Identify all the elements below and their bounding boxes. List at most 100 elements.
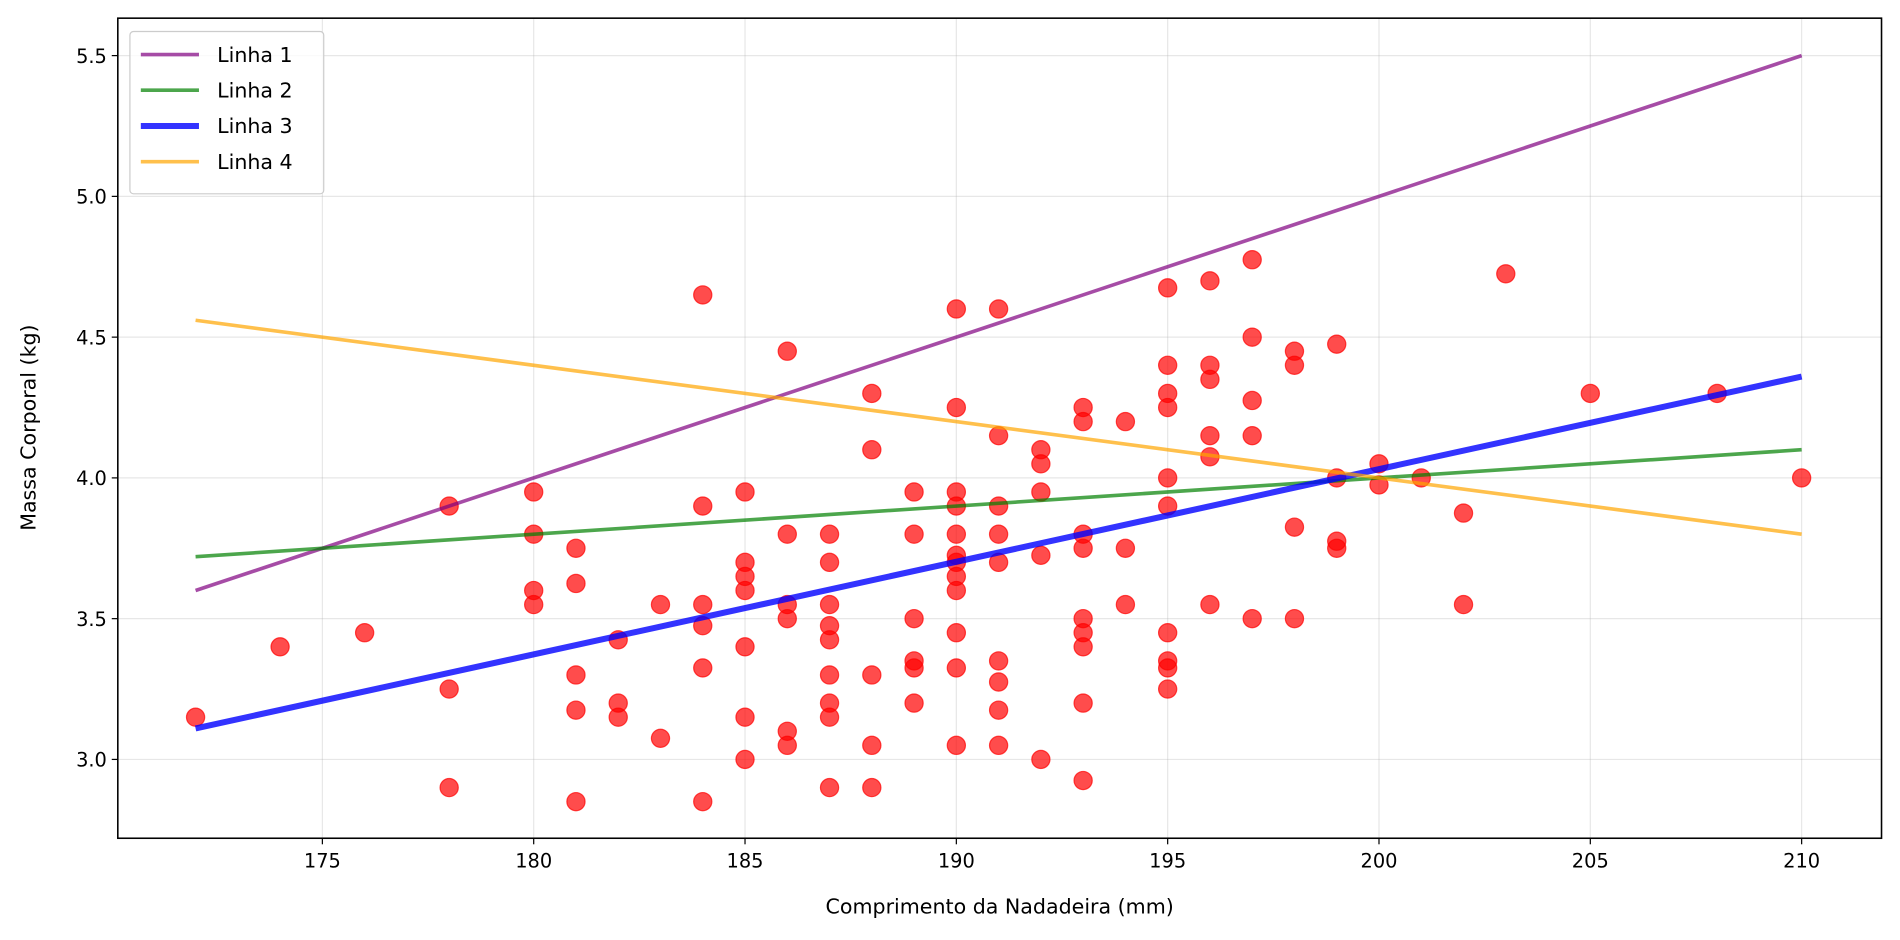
data-point bbox=[1157, 278, 1178, 298]
data-point bbox=[1242, 390, 1262, 411]
data-point bbox=[566, 791, 586, 812]
data-point bbox=[1369, 475, 1389, 495]
data-point bbox=[819, 630, 840, 650]
y-axis-label: Massa Corporal (kg) bbox=[16, 324, 40, 530]
x-tick-label: 180 bbox=[515, 849, 552, 872]
data-point bbox=[735, 580, 755, 601]
y-tick-label: 4.5 bbox=[76, 326, 107, 349]
data-point bbox=[650, 728, 671, 748]
data-point bbox=[946, 658, 967, 678]
data-point bbox=[1073, 538, 1093, 558]
data-point bbox=[1031, 749, 1051, 770]
data-point bbox=[1115, 538, 1136, 558]
legend-label: Linha 2 bbox=[217, 79, 293, 103]
legend-label: Linha 3 bbox=[217, 114, 293, 138]
data-point bbox=[819, 594, 840, 615]
plot-frame bbox=[117, 17, 1883, 840]
data-point bbox=[1200, 369, 1220, 390]
data-point bbox=[1284, 355, 1305, 375]
legend-label: Linha 4 bbox=[217, 150, 293, 174]
data-point bbox=[988, 672, 1009, 692]
series-line bbox=[194, 373, 1803, 732]
x-tick-label: 205 bbox=[1572, 849, 1609, 872]
data-point bbox=[1031, 454, 1051, 474]
data-point bbox=[819, 552, 840, 573]
data-point bbox=[777, 341, 797, 361]
data-point bbox=[1453, 503, 1474, 523]
data-point bbox=[777, 735, 797, 756]
data-point bbox=[819, 707, 840, 727]
data-point bbox=[1791, 468, 1812, 488]
data-point bbox=[693, 658, 713, 678]
data-point bbox=[1073, 411, 1093, 432]
legend-box bbox=[129, 30, 325, 195]
data-point bbox=[1115, 594, 1136, 615]
data-point bbox=[1327, 334, 1347, 354]
data-point bbox=[270, 637, 290, 657]
data-point bbox=[693, 791, 713, 812]
data-point bbox=[354, 623, 375, 643]
data-point bbox=[904, 658, 924, 678]
data-point bbox=[946, 623, 967, 643]
data-point bbox=[1200, 271, 1220, 291]
legend: Linha 1 Linha 2 Linha 3 Linha 4 bbox=[129, 30, 325, 195]
data-point bbox=[1157, 679, 1178, 699]
data-point bbox=[1073, 637, 1093, 657]
axis-ticks: 175 180 185 190 195 200 205 210 3.0 3.5 4.0 4.5 5.0 5… bbox=[76, 45, 1820, 872]
data-point bbox=[735, 749, 755, 770]
data-point bbox=[1453, 594, 1474, 615]
data-point bbox=[650, 594, 671, 615]
data-point bbox=[1200, 594, 1220, 615]
data-point bbox=[1031, 545, 1051, 566]
regression-lines bbox=[194, 53, 1803, 732]
data-point bbox=[904, 693, 924, 713]
data-point bbox=[946, 524, 967, 544]
x-tick-label: 185 bbox=[727, 849, 764, 872]
data-point bbox=[566, 665, 586, 685]
data-point bbox=[946, 397, 967, 418]
x-tick-label: 190 bbox=[938, 849, 975, 872]
data-point bbox=[1327, 538, 1347, 558]
data-point bbox=[862, 440, 882, 460]
y-tick-label: 5.0 bbox=[76, 186, 107, 209]
data-point bbox=[1284, 608, 1305, 629]
data-point bbox=[1157, 468, 1178, 488]
data-point bbox=[988, 524, 1009, 544]
data-point bbox=[1157, 397, 1178, 418]
data-point bbox=[988, 700, 1009, 720]
data-point bbox=[439, 777, 459, 798]
data-point bbox=[1580, 383, 1601, 404]
grid bbox=[117, 18, 1882, 839]
data-point bbox=[566, 700, 586, 720]
x-axis-label: Comprimento da Nadadeira (mm) bbox=[826, 894, 1174, 918]
data-point bbox=[946, 299, 967, 319]
y-tick-label: 3.0 bbox=[76, 749, 107, 772]
data-point bbox=[946, 735, 967, 756]
data-point bbox=[777, 524, 797, 544]
scatter-points bbox=[185, 250, 1812, 812]
data-point bbox=[1115, 411, 1136, 432]
data-point bbox=[946, 580, 967, 601]
y-tick-label: 3.5 bbox=[76, 608, 107, 631]
data-point bbox=[735, 482, 755, 502]
data-point bbox=[1157, 355, 1178, 375]
data-point bbox=[1284, 517, 1305, 537]
data-point bbox=[904, 608, 924, 629]
data-point bbox=[608, 707, 628, 727]
data-point bbox=[693, 285, 713, 305]
data-point bbox=[735, 637, 755, 657]
data-point bbox=[819, 777, 840, 798]
data-point bbox=[1496, 264, 1516, 284]
data-point bbox=[1073, 770, 1093, 791]
data-point bbox=[904, 524, 924, 544]
data-point bbox=[777, 608, 797, 629]
x-tick-label: 175 bbox=[304, 849, 341, 872]
data-point bbox=[1157, 623, 1178, 643]
y-tick-label: 5.5 bbox=[76, 45, 107, 68]
data-point bbox=[693, 594, 713, 615]
x-tick-label: 210 bbox=[1783, 849, 1820, 872]
data-point bbox=[862, 777, 882, 798]
data-point bbox=[988, 496, 1009, 516]
x-tick-label: 200 bbox=[1360, 849, 1397, 872]
